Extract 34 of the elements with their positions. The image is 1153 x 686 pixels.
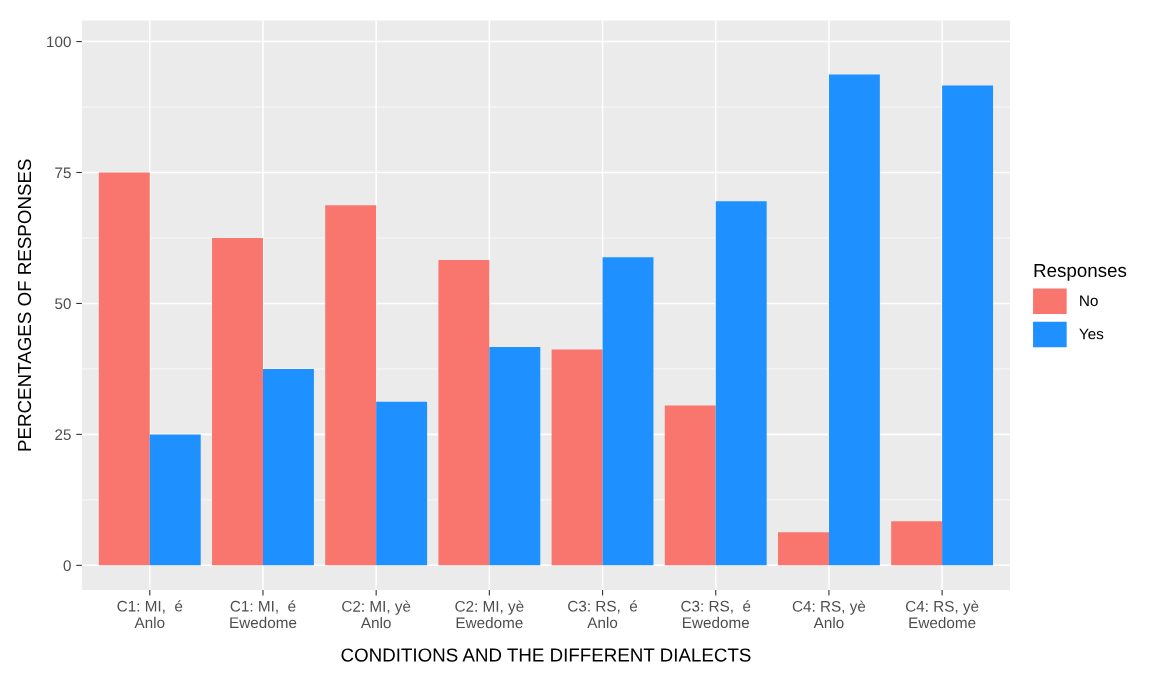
bar bbox=[98, 172, 150, 566]
bar bbox=[438, 259, 490, 566]
x-tick-label: C4: RS, yè Ewedome bbox=[905, 600, 979, 629]
bar bbox=[149, 434, 201, 566]
x-tick-label: C3: RS, é Anlo bbox=[568, 600, 638, 629]
legend-label: Yes bbox=[1079, 328, 1104, 340]
bar bbox=[664, 405, 716, 566]
bar bbox=[551, 349, 603, 566]
bar bbox=[212, 237, 263, 566]
bar bbox=[828, 74, 880, 566]
bar bbox=[262, 368, 314, 566]
bar bbox=[715, 201, 767, 566]
y-tick-label: 50 bbox=[55, 298, 71, 310]
x-tick-label: C2: MI, yè Ewedome bbox=[455, 600, 524, 629]
y-tick-label: 75 bbox=[55, 167, 71, 179]
y-tick-label: 0 bbox=[63, 560, 71, 572]
x-tick-label: C3: RS, é Ewedome bbox=[681, 600, 751, 629]
bar bbox=[777, 532, 829, 566]
bar bbox=[489, 346, 541, 566]
y-axis-title: PERCENTAGES OF RESPONSES bbox=[17, 159, 32, 451]
y-tick-label: 25 bbox=[55, 429, 71, 441]
x-axis-title: CONDITIONS AND THE DIFFERENT DIALECTS bbox=[341, 648, 751, 662]
bar bbox=[942, 85, 994, 566]
bar bbox=[891, 521, 943, 566]
bar bbox=[325, 205, 377, 566]
x-tick-label: C2: MI, yè Anlo bbox=[342, 600, 411, 629]
legend-label: No bbox=[1080, 295, 1098, 307]
x-tick-label: C1: MI, é Anlo bbox=[117, 600, 183, 629]
x-tick-label: C4: RS, yè Anlo bbox=[792, 600, 866, 629]
legend-title: Responses bbox=[1034, 263, 1127, 281]
bar bbox=[602, 257, 654, 566]
bar bbox=[376, 401, 428, 566]
y-tick-label: 100 bbox=[47, 36, 71, 48]
x-tick-label: C1: MI, é Ewedome bbox=[230, 600, 297, 629]
